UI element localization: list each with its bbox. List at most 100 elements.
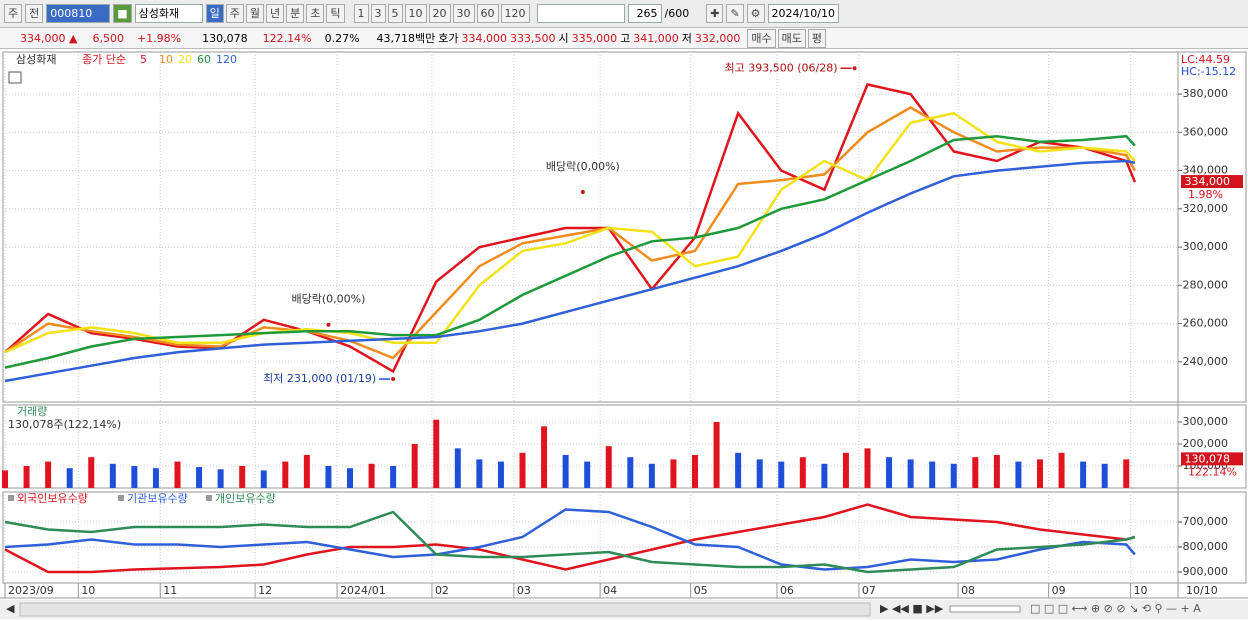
tool-button[interactable]: ✚ (706, 4, 724, 23)
indicator: LC:44.59 (1181, 53, 1230, 66)
x-tick-label: 05 (694, 584, 708, 597)
x-tick-label: 2023/09 (8, 584, 54, 597)
volume-bar (1123, 459, 1130, 488)
code-input[interactable]: 000810 (46, 4, 111, 23)
zoom-slider (949, 605, 1021, 613)
volume-bar (605, 446, 612, 488)
market-select[interactable]: 주 (4, 4, 23, 23)
volume-bar (88, 457, 95, 488)
x-tick-label: 03 (517, 584, 531, 597)
legend-entry: 20 (178, 53, 192, 66)
ask-label: 호가 (438, 32, 459, 45)
period-button[interactable]: 년 (266, 4, 285, 23)
legend-entry: 외국인보유수량 (17, 492, 88, 505)
interval-button[interactable]: 1 (353, 4, 369, 23)
volume-bar (842, 452, 849, 488)
order-button[interactable]: 매도 (777, 28, 806, 48)
volume-bar (735, 452, 742, 488)
y-tick-label: -800,000 (1179, 540, 1228, 553)
order-button[interactable]: 매수 (747, 28, 776, 48)
y-tick-label: 320,000 (1183, 202, 1229, 215)
y-tick-label: 240,000 (1183, 355, 1229, 368)
period-button[interactable]: 분 (286, 4, 305, 23)
volume-bar (23, 465, 30, 488)
volume-bar (907, 459, 914, 488)
period-button[interactable]: 월 (245, 4, 265, 23)
volume-bar (713, 421, 720, 488)
interval-button[interactable]: 3 (370, 4, 386, 23)
interval-button[interactable]: 120 (500, 4, 530, 23)
range-select[interactable]: 전 (25, 4, 44, 23)
y-tick-label: -900,000 (1179, 565, 1228, 578)
interval-button[interactable]: 5 (387, 4, 403, 23)
quote-bar: 334,000 ▲ 6,500 +1.98% 130,078 122.14% 0… (0, 28, 1248, 49)
legend-entry: 120 (216, 53, 237, 66)
volume-bar (152, 468, 159, 488)
panel-subtitle: 130,078주(122,14%) (8, 418, 121, 431)
volume-bar (886, 457, 893, 488)
count[interactable]: 265 (627, 4, 662, 23)
legend-swatch (118, 495, 124, 501)
volume-bar (368, 463, 375, 488)
volume-bar (541, 426, 548, 488)
y-tick-label: 200,000 (1183, 437, 1229, 450)
interval-button[interactable]: 30 (452, 4, 475, 23)
x-tick-label: 11 (163, 584, 177, 597)
last-change: 1.98% (1188, 188, 1223, 201)
badge: ■ (113, 4, 132, 23)
series-line (4, 508, 1136, 571)
volume-bar (972, 457, 979, 488)
x-tick-label: 10 (81, 584, 95, 597)
blank-select[interactable] (536, 4, 625, 23)
volume-bar (993, 454, 1000, 488)
volume-bar (174, 461, 181, 488)
open-label: 시 (558, 32, 569, 45)
intervals: 1 3 5 10 20 30 60 120 (353, 4, 530, 23)
ask: 334,000 (461, 31, 508, 45)
price: 334,000 ▲ (20, 31, 78, 45)
indicator: HC:-15.12 (1181, 65, 1236, 78)
interval-button[interactable]: 20 (428, 4, 451, 23)
annotation: 배당락(0,00%) (291, 293, 365, 306)
table-icon (8, 71, 22, 84)
volume-bar (282, 461, 289, 488)
amount: 43,718백만 (376, 32, 436, 45)
y-tick-label: -700,000 (1179, 515, 1228, 528)
period-button[interactable]: 초 (306, 4, 325, 23)
last-ratio: 122.14% (1188, 465, 1237, 478)
x-tick-label: 08 (961, 584, 975, 597)
volume-bar (325, 465, 332, 488)
interval-button[interactable]: 10 (404, 4, 427, 23)
volume-bar (390, 465, 397, 488)
panel-title: 거래량 (17, 405, 47, 418)
series-line (4, 503, 1136, 574)
period-button[interactable]: 주 (225, 4, 244, 23)
turnover: 0.27% (324, 31, 360, 45)
tool-button[interactable]: ✎ (726, 4, 744, 23)
annotation-point (852, 66, 857, 71)
volume-bar (929, 461, 936, 488)
series-line (4, 159, 1136, 383)
volume-ratio: 122.14% (262, 31, 312, 45)
x-tick-label: 12 (258, 584, 272, 597)
date-input[interactable]: 2024/10/10 (767, 4, 839, 23)
low-label: 저 (681, 32, 692, 45)
period-button[interactable]: 일 (205, 4, 224, 23)
volume-bar (196, 467, 203, 488)
interval-button[interactable]: 60 (476, 4, 499, 23)
order-button[interactable]: 평 (807, 28, 827, 48)
volume-bar (1015, 461, 1022, 488)
high: 341,000 (633, 31, 679, 45)
volume-bar (778, 461, 785, 488)
period-button[interactable]: 틱 (326, 4, 345, 23)
tool-button[interactable]: ⚙ (746, 4, 765, 23)
legend-swatch (8, 495, 14, 501)
volume-bar (648, 463, 655, 488)
volume-bar (821, 463, 828, 488)
y-tick-label: 300,000 (1183, 415, 1229, 428)
y-tick-label: 340,000 (1183, 164, 1229, 177)
last-price: 334,000 (1185, 175, 1231, 188)
y-tick-label: 260,000 (1183, 317, 1229, 330)
annotation-point (326, 322, 331, 327)
volume-bar (454, 448, 461, 488)
